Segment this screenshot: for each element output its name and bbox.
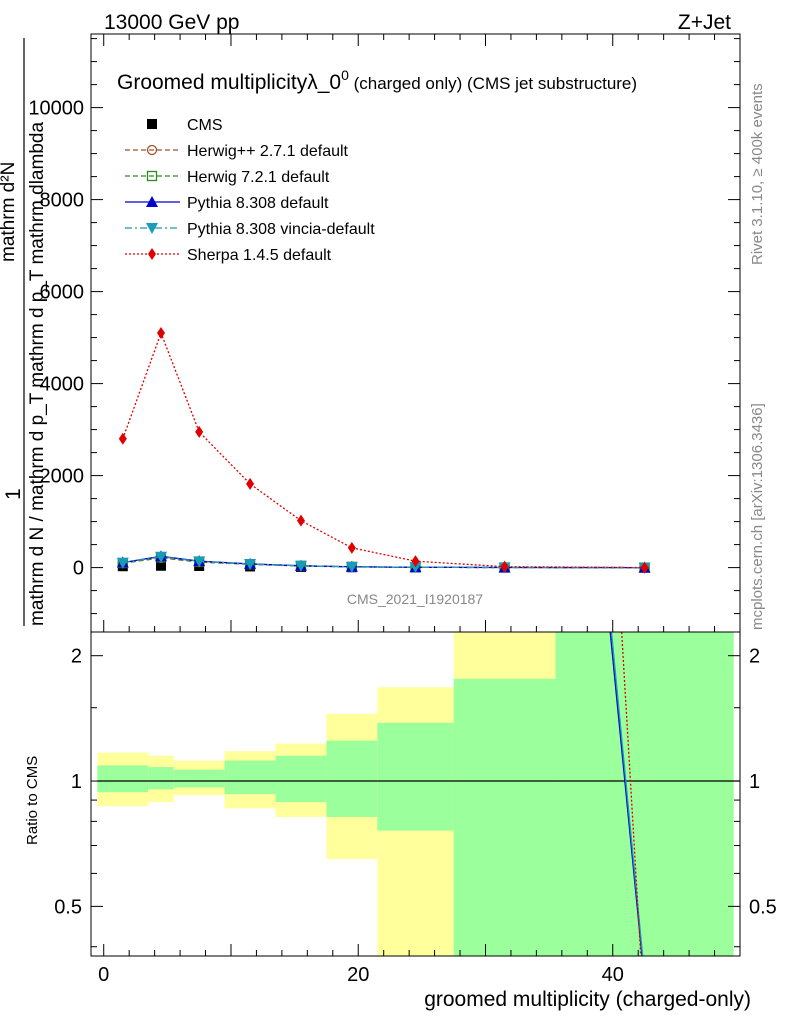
ylabel-denominator-1: mathrm d N / mathrm d p_T mathrm d p_T m… [27,122,48,626]
mcplots-label: mcplots.cern.ch [arXiv:1306.3436] [749,403,766,630]
data-point-5-6 [411,555,420,568]
chart-title-rest: (charged only) (CMS jet substructure) [349,74,637,93]
chart-title-sup: 0 [341,67,349,83]
legend-entry: Herwig 7.2.1 default [187,169,330,186]
stat-uncertainty-band-7 [453,678,556,956]
data-point-5-3 [246,477,255,490]
ratio-y-tick-label-left: 2 [71,646,82,668]
data-point-5-8 [640,561,649,574]
series-line-4 [122,556,645,569]
ylabel-denominator-2: mathrm d²N [0,162,19,262]
main-panel: 0 2000 4000 6000 8000 10000 CMS_2021_I1920187… [28,33,741,633]
legend-entry: CMS [187,117,223,134]
ratio-ylabel: Ratio to CMS [24,756,41,845]
legend-marker [146,170,158,182]
y-tick-label: 6000 [40,282,85,304]
data-point-5-0 [118,432,127,445]
legend-entry: Pythia 8.308 vincia-default [187,221,375,238]
stat-uncertainty-band-3 [224,760,276,795]
y-tick-label: 2000 [40,466,85,488]
data-point-4-1 [154,551,167,563]
data-point-4-4 [294,560,307,572]
chart-title: Groomed multiplicityλ_00 (charged only) … [117,67,637,94]
legend-marker [146,223,158,234]
rivet-label: Rivet 3.1.10, ≥ 400k events [749,83,766,265]
stat-uncertainty-band-4 [275,755,327,803]
x-axis-label: groomed multiplicity (charged-only) [424,988,751,1011]
legend-marker [146,144,158,156]
ratio-y-tick-label-left: 0.5 [54,896,82,918]
data-point-0-1 [155,560,166,571]
data-point-5-4 [296,514,305,527]
legend-marker [147,119,157,129]
data-point-5-5 [347,541,356,554]
legend-entry: Pythia 8.308 default [187,195,329,212]
ratio-line-0 [609,631,643,957]
ratio-y-tick-label-right: 1 [749,771,760,793]
x-tick-label: 0 [98,964,109,986]
data-point-5-7 [500,560,509,573]
legend-entry: Sherpa 1.4.5 default [187,247,332,264]
legend: CMS Herwig++ 2.7.1 default Herwig 7.2.1 de… [125,117,375,264]
ratio-axes-layer: 0.5 0.51 12 20 20 40 [54,646,777,986]
stat-uncertainty-band-1 [148,767,174,790]
ratio-y-tick-label-left: 1 [71,771,82,793]
stat-uncertainty-band-2 [173,769,225,788]
x-tick-label: 20 [347,964,369,986]
ratio-y-tick-label-right: 0.5 [749,896,777,918]
ratio-frame [90,631,741,957]
main-axes-layer: 0 2000 4000 6000 8000 10000 [28,34,740,632]
y-tick-label: 4000 [40,374,85,396]
legend-entry: Herwig++ 2.7.1 default [187,143,349,160]
stat-uncertainty-band-5 [326,740,378,817]
data-point-4-0 [116,557,129,569]
legend-marker [148,248,156,260]
ratio-line-1 [610,631,644,957]
stat-uncertainty-band-6 [377,722,454,831]
ratio-lines-layer [609,631,644,957]
ylabel-numerator: 1 [2,488,25,500]
stat-uncertainty-band-0 [97,765,149,793]
data-point-5-2 [195,425,204,438]
data-point-4-6 [409,562,422,574]
data-point-4-5 [345,561,358,573]
data-point-4-2 [193,556,206,568]
energy-label: 13000 GeV pp [104,11,239,34]
chart-title-main: Groomed multiplicityλ_0 [117,71,341,94]
process-label: Z+Jet [678,11,731,34]
ratio-panel: 0.5 0.51 12 20 20 40 Ratio to CMS groomed mul… [24,631,777,1011]
main-series-layer [116,327,651,574]
analysis-id-label: CMS_2021_I1920187 [347,591,483,607]
legend-marker [146,196,158,207]
y-tick-label: 10000 [28,98,84,120]
ratio-bands-layer [97,632,740,956]
y-tick-label: 8000 [40,190,85,212]
x-tick-label: 40 [602,964,624,986]
ratio-y-tick-label-right: 2 [749,646,760,668]
y-tick-label: 0 [73,558,84,580]
stat-uncertainty-band-8 [555,632,734,956]
series-line-5 [122,331,645,569]
data-point-4-3 [244,559,257,571]
data-point-5-1 [156,327,165,339]
main-ylabel: 1 mathrm d N / mathrm d p_T mathrm d p_T… [0,38,48,626]
